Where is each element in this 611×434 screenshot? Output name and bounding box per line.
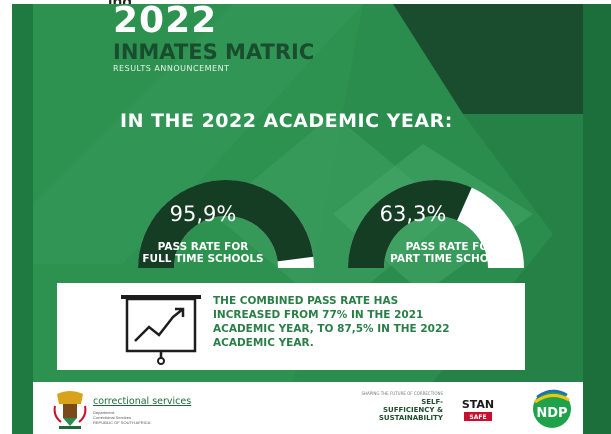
gauge-label-part-time: PASS RATE FOR PART TIME SCHOOLS: [351, 241, 551, 265]
footer-slogan: SHAPING THE FUTURE OF CORRECTIONS SELF- …: [333, 390, 443, 422]
footer-org-sub-line1: Department:: [93, 410, 116, 415]
gauge-label-line1: PASS RATE FOR: [405, 241, 497, 253]
gauge-value-full-time: 95,9%: [169, 202, 237, 226]
gauge-value-part-time: 63,3%: [379, 202, 447, 226]
headline: IN THE 2022 ACADEMIC YEAR:: [120, 110, 453, 132]
poster: 2022 INMATES MATRIC RESULTS ANNOUNCEMENT…: [33, 4, 583, 382]
footer-slogan-line2: SUFFICIENCY &: [382, 406, 443, 414]
gauge-label-line2: FULL TIME SCHOOLS: [142, 253, 264, 265]
info-line: INCREASED FROM 77% IN THE 2021: [213, 309, 424, 321]
right-edge: [583, 4, 611, 434]
poster-background-shapes: [33, 4, 583, 382]
stand-safe-logo: STAN SAFE: [462, 398, 494, 421]
footer-slogan-pre: SHAPING THE FUTURE OF CORRECTIONS: [361, 391, 443, 396]
footer: correctional services Department: Correc…: [33, 382, 583, 434]
info-box: THE COMBINED PASS RATE HAS INCREASED FRO…: [57, 283, 525, 370]
footer-org-name: correctional services: [93, 396, 192, 407]
poster-title: INMATES MATRIC: [113, 40, 315, 64]
gauge-part-time: [348, 180, 524, 268]
gauge-fill: [138, 179, 314, 268]
gauge-full-time: [138, 179, 314, 268]
gauge-label-full-time: PASS RATE FOR FULL TIME SCHOOLS: [103, 241, 303, 265]
footer-slogan-line3: SUSTAINABILITY: [378, 414, 443, 422]
info-text: THE COMBINED PASS RATE HAS INCREASED FRO…: [213, 294, 513, 350]
gauge-fill: [348, 180, 472, 268]
presentation-chart-icon: [121, 295, 201, 365]
coat-of-arms-icon: [53, 391, 87, 429]
poster-subtitle: RESULTS ANNOUNCEMENT: [113, 64, 230, 73]
footer-org-sub: Department: Correctional Services REPUBL…: [93, 410, 150, 425]
gauge-label-line1: PASS RATE FOR: [157, 241, 249, 253]
stand-logo-text: STAN: [462, 398, 494, 411]
info-line: ACADEMIC YEAR.: [213, 337, 314, 349]
stand-logo-sub: SAFE: [469, 414, 486, 421]
poster-year: 2022: [113, 4, 218, 41]
footer-org-sub-line3: REPUBLIC OF SOUTH AFRICA: [93, 420, 151, 425]
footer-org-sub-line2: Correctional Services: [93, 415, 132, 420]
ndp-logo: NDP: [533, 389, 571, 428]
left-edge: [12, 4, 34, 434]
info-line: THE COMBINED PASS RATE HAS: [213, 295, 399, 307]
footer-slogan-line1: SELF-: [421, 398, 443, 406]
info-line: ACADEMIC YEAR, TO 87,5% IN THE 2022: [213, 323, 450, 335]
ndp-logo-text: NDP: [536, 406, 567, 421]
gauge-label-line2: PART TIME SCHOOLS: [390, 253, 512, 265]
